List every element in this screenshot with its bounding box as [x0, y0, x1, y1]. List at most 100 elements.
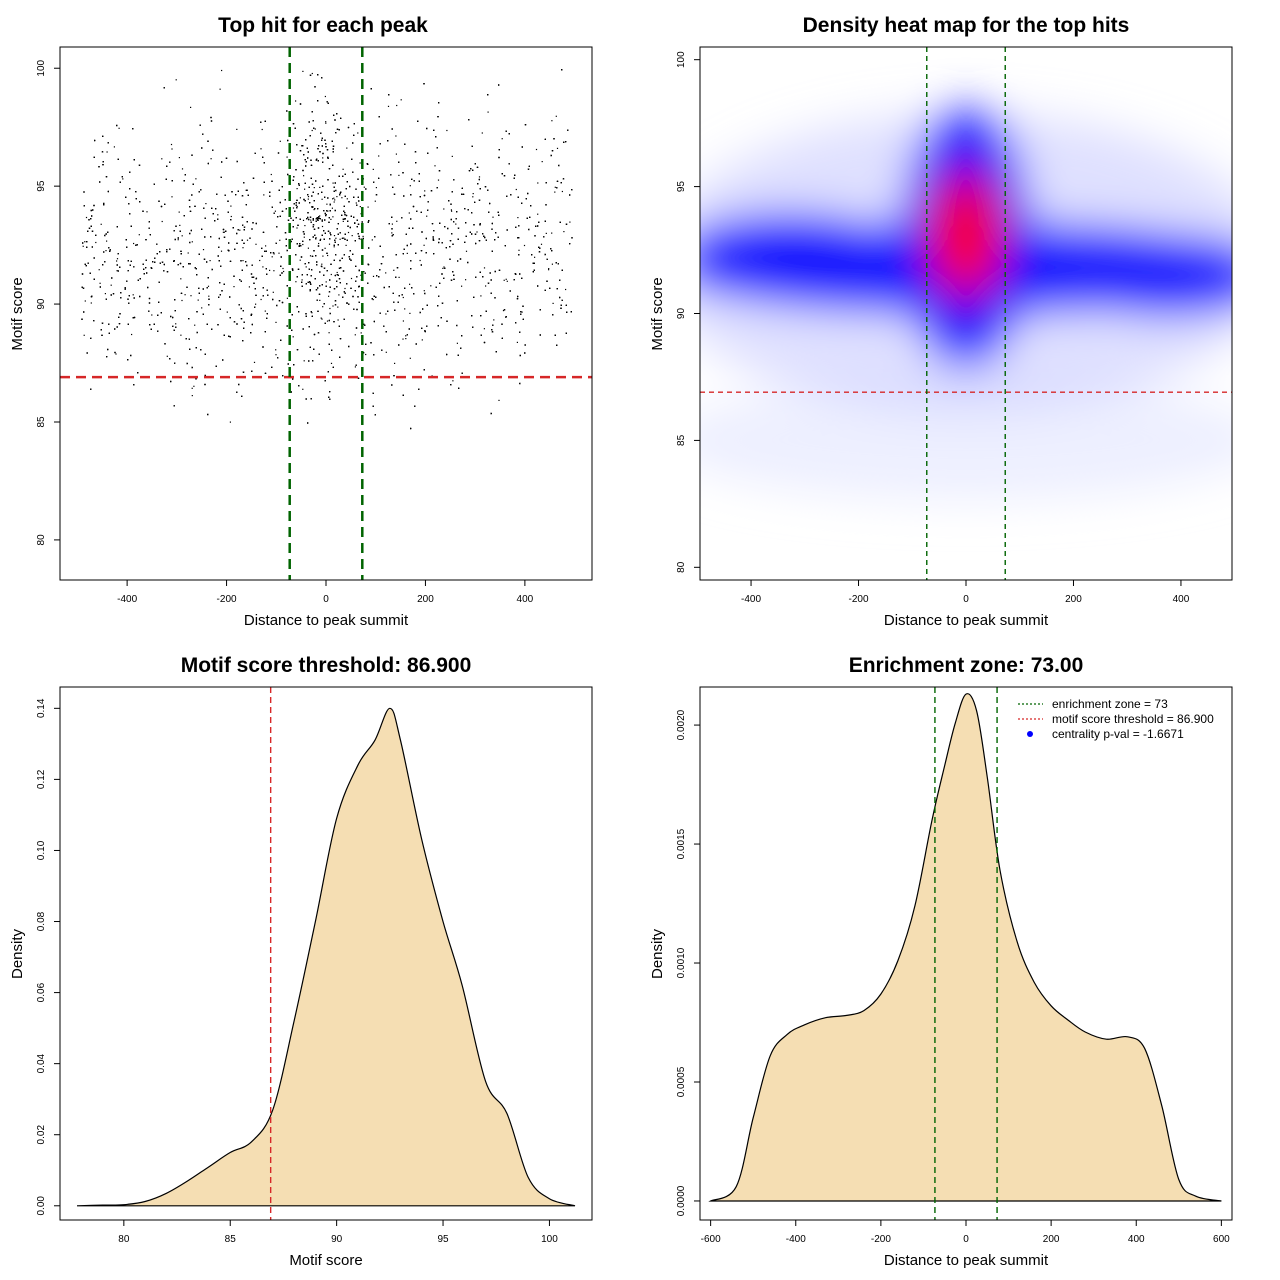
scatter-point	[299, 259, 301, 261]
scatter-point	[336, 274, 338, 276]
scatter-point	[322, 255, 324, 257]
scatter-point	[174, 310, 176, 312]
scatter-point	[359, 162, 361, 164]
scatter-point	[375, 187, 377, 189]
scatter-point	[156, 243, 158, 245]
scatter-point	[164, 343, 166, 345]
scatter-point	[190, 106, 192, 108]
scatter-point	[345, 214, 348, 217]
scatter-point	[541, 161, 543, 163]
scatter-point	[333, 246, 335, 248]
scatter-point	[424, 190, 426, 192]
scatter-point	[457, 260, 459, 262]
scatter-point	[307, 196, 310, 198]
scatter-point	[122, 178, 124, 180]
scatter-point	[116, 258, 119, 260]
scatter-point	[355, 280, 357, 282]
scatter-point	[410, 218, 412, 220]
scatter-point	[398, 276, 400, 278]
scatter-point	[329, 279, 331, 281]
scatter-point	[302, 388, 304, 390]
scatter-point	[325, 214, 327, 216]
scatter-point	[229, 421, 231, 423]
scatter-point	[355, 202, 357, 204]
scatter-point	[398, 174, 400, 176]
scatter-point	[431, 223, 434, 225]
scatter-point	[396, 220, 398, 222]
scatter-point	[247, 194, 249, 196]
scatter-point	[262, 266, 264, 268]
scatter-point	[552, 302, 554, 304]
scatter-point	[409, 185, 411, 187]
scatter-point	[545, 232, 547, 234]
scatter-point	[297, 268, 300, 270]
scatter-point	[333, 197, 335, 199]
scatter-point	[170, 143, 173, 146]
scatter-point	[305, 266, 307, 268]
scatter-point	[328, 243, 331, 245]
scatter-point	[286, 156, 288, 158]
scatter-point	[205, 203, 207, 205]
scatter-point	[84, 300, 86, 302]
scatter-point	[309, 216, 312, 218]
scatter-point	[114, 328, 116, 330]
scatter-point	[392, 186, 394, 188]
scatter-point	[326, 203, 328, 205]
scatter-point	[307, 281, 309, 283]
scatter-point	[201, 307, 203, 309]
scatter-point	[303, 175, 305, 177]
scatter-point	[84, 241, 86, 243]
scatter-point	[242, 247, 244, 249]
scatter-point	[132, 294, 134, 296]
scatter-point	[116, 260, 118, 262]
scatter-point	[93, 204, 95, 207]
scatter-point	[279, 140, 281, 142]
scatter-point	[267, 294, 269, 296]
scatter-point	[409, 283, 411, 285]
scatter-point	[230, 205, 232, 207]
scatter-point	[328, 168, 331, 170]
scatter-point	[158, 301, 160, 303]
scatter-point	[338, 325, 340, 327]
scatter-point	[476, 231, 478, 233]
scatter-point	[391, 232, 393, 234]
scatter-point	[455, 218, 457, 220]
scatter-point	[409, 312, 411, 314]
scatter-point	[264, 250, 266, 252]
scatter-point	[402, 320, 404, 322]
scatter-point	[450, 209, 452, 211]
scatter-point	[311, 312, 313, 314]
scatter-point	[292, 207, 295, 209]
scatter-point	[336, 271, 338, 274]
scatter-point	[342, 168, 344, 170]
scatter-point	[298, 311, 300, 313]
scatter-point	[327, 210, 329, 212]
scatter-point	[314, 128, 316, 130]
scatter-point	[569, 221, 571, 223]
scatter-point	[177, 239, 179, 241]
scatter-point	[360, 274, 362, 276]
scatter-point	[472, 196, 474, 198]
scatter-point	[117, 270, 119, 272]
scatter-point	[472, 193, 474, 195]
scatter-point	[385, 351, 387, 353]
scatter-point	[419, 259, 421, 262]
scatter-point	[158, 281, 160, 283]
scatter-point	[271, 256, 273, 258]
scatter-point	[534, 256, 536, 258]
scatter-point	[465, 250, 468, 252]
scatter-point	[446, 129, 448, 132]
scatter-point	[242, 224, 244, 226]
scatter-point	[181, 299, 183, 302]
scatter-point	[351, 158, 353, 160]
scatter-point	[401, 217, 403, 219]
scatter-point	[301, 279, 303, 281]
scatter-point	[148, 302, 151, 304]
scatter-point	[563, 231, 565, 233]
scatter-point	[332, 198, 334, 200]
scatter-point	[302, 70, 304, 72]
scatter-point	[175, 79, 177, 81]
scatter-point	[551, 120, 553, 122]
scatter-point	[322, 306, 324, 308]
scatter-point	[543, 236, 545, 238]
